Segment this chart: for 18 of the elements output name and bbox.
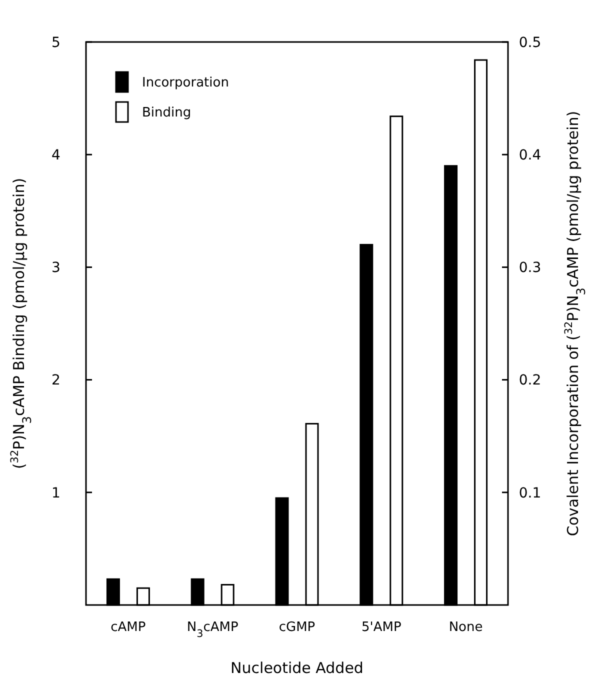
y2-tick-label: 0.2 — [518, 372, 542, 389]
x-tick-label: N$_{3}$cAMP — [186, 620, 238, 640]
x-tick-label: cAMP — [110, 620, 146, 635]
legend-label: Incorporation — [142, 76, 229, 91]
x-tick-label: None — [448, 620, 483, 635]
y2-tick-label: 0.1 — [518, 485, 542, 502]
y2-tick-label: 0.4 — [518, 148, 542, 164]
y-tick-label: 5 — [52, 34, 60, 51]
x-tick-label: 5'AMP — [362, 620, 402, 635]
x-axis-title: Nucleotide Added — [230, 659, 364, 677]
y-tick-label: 3 — [52, 260, 60, 276]
y-tick-label: 2 — [52, 372, 60, 389]
y-tick-label: 1 — [52, 485, 60, 502]
y-tick-label: 4 — [52, 148, 61, 164]
legend-label: Binding — [142, 106, 192, 121]
y2-tick-label: 0.3 — [518, 260, 542, 276]
x-tick-label: cGMP — [278, 620, 316, 635]
y2-tick-label: 0.5 — [518, 34, 542, 51]
